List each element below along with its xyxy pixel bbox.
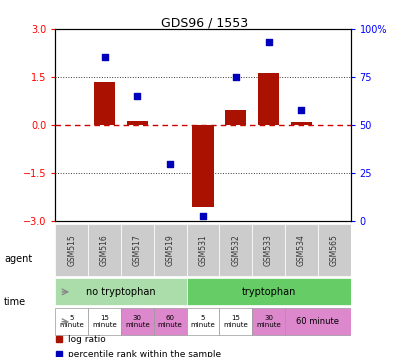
Bar — [257, 73, 279, 125]
Bar — [186, 308, 219, 335]
Text: log ratio: log ratio — [68, 335, 106, 344]
Bar — [153, 308, 186, 335]
Bar — [94, 82, 115, 125]
Bar — [126, 121, 148, 125]
Text: GDS96 / 1553: GDS96 / 1553 — [161, 16, 248, 29]
Point — [232, 74, 238, 80]
Text: agent: agent — [4, 254, 32, 264]
Point — [101, 55, 108, 60]
Text: 5
minute: 5 minute — [190, 315, 215, 328]
Bar — [290, 122, 311, 125]
Text: 30
minute: 30 minute — [256, 315, 280, 328]
Text: no tryptophan: no tryptophan — [86, 287, 155, 297]
Text: 15
minute: 15 minute — [223, 315, 247, 328]
Text: percentile rank within the sample: percentile rank within the sample — [68, 350, 221, 357]
Bar — [121, 224, 153, 276]
Bar — [55, 278, 186, 306]
Bar — [186, 224, 219, 276]
Text: 60
minute: 60 minute — [157, 315, 182, 328]
Point — [166, 161, 173, 166]
Point — [297, 107, 304, 112]
Bar — [317, 224, 350, 276]
Text: GSM533: GSM533 — [263, 234, 272, 266]
Bar — [219, 308, 252, 335]
Bar — [55, 224, 88, 276]
Text: GSM517: GSM517 — [133, 234, 142, 266]
Point — [134, 93, 140, 99]
Text: time: time — [4, 297, 26, 307]
Text: GSM534: GSM534 — [296, 234, 305, 266]
Text: 5
minute: 5 minute — [59, 315, 84, 328]
Bar — [284, 308, 350, 335]
Text: GSM516: GSM516 — [100, 234, 109, 266]
Text: GSM532: GSM532 — [231, 234, 240, 266]
Text: 30
minute: 30 minute — [125, 315, 149, 328]
Bar — [284, 224, 317, 276]
Bar — [88, 224, 121, 276]
Bar — [153, 224, 186, 276]
Text: 60 minute: 60 minute — [296, 317, 338, 326]
Bar — [225, 111, 246, 125]
Text: 15
minute: 15 minute — [92, 315, 117, 328]
Bar — [88, 308, 121, 335]
Text: tryptophan: tryptophan — [241, 287, 295, 297]
Bar — [219, 224, 252, 276]
Text: GSM565: GSM565 — [329, 234, 338, 266]
Point — [199, 213, 206, 218]
Bar — [192, 125, 213, 207]
Bar — [121, 308, 153, 335]
Bar — [252, 308, 284, 335]
Text: GSM519: GSM519 — [165, 234, 174, 266]
Bar — [252, 224, 284, 276]
Text: GSM531: GSM531 — [198, 234, 207, 266]
Point — [265, 39, 271, 45]
Text: GSM515: GSM515 — [67, 234, 76, 266]
Bar — [186, 278, 350, 306]
Bar — [55, 308, 88, 335]
